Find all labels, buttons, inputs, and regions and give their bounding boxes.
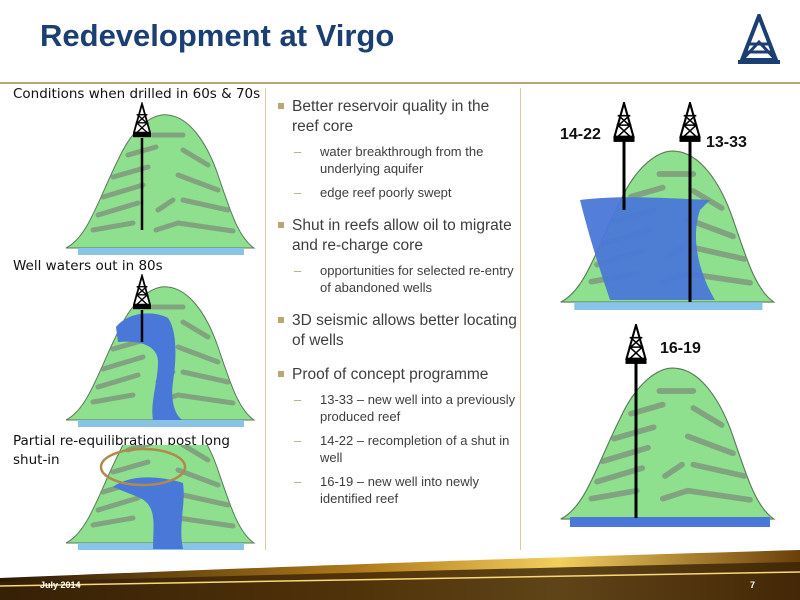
sub-bullet-water-breakthrough: water breakthrough from the underlying a… bbox=[276, 143, 520, 177]
slide-title: Redevelopment at Virgo bbox=[40, 18, 395, 53]
sub-bullet-16-19: 16-19 – new well into newly identified r… bbox=[276, 473, 520, 507]
reef-diagram-drilled bbox=[58, 102, 258, 255]
column-divider-left bbox=[265, 88, 266, 550]
bullet-list: Better reservoir quality in the reef cor… bbox=[276, 97, 520, 514]
caption-waters-out: Well waters out in 80s bbox=[13, 258, 163, 274]
sub-bullet-13-33: 13-33 – new well into a previously produ… bbox=[276, 391, 520, 425]
sub-bullet-14-22: 14-22 – recompletion of a shut in well bbox=[276, 432, 520, 466]
well-label-13-33: 13-33 bbox=[706, 134, 747, 151]
sub-bullet-edge-reef: edge reef poorly swept bbox=[276, 184, 520, 201]
well-label-16-19: 16-19 bbox=[660, 340, 701, 357]
column-divider-right bbox=[520, 88, 521, 550]
title-underline bbox=[0, 82, 800, 84]
sub-bullet-re-entry: opportunities for selected re-entry of a… bbox=[276, 262, 520, 296]
reef-diagram-waters-out bbox=[58, 274, 258, 427]
bullet-shut-in-reefs: Shut in reefs allow oil to migrate and r… bbox=[276, 216, 520, 256]
page-number: 7 bbox=[750, 580, 756, 590]
bullet-reservoir-quality: Better reservoir quality in the reef cor… bbox=[276, 97, 520, 137]
reef-diagram-well-16-19 bbox=[540, 324, 790, 527]
caption-drilled: Conditions when drilled in 60s & 70s bbox=[13, 86, 261, 102]
bullet-proof-of-concept: Proof of concept programme bbox=[276, 365, 520, 385]
footer-date: July 2014 bbox=[40, 580, 81, 590]
reef-diagram-wells-14-22-13-33 bbox=[540, 102, 790, 310]
reef-diagram-re-equilibration bbox=[58, 445, 258, 550]
well-label-14-22: 14-22 bbox=[560, 126, 601, 143]
footer-band bbox=[0, 550, 800, 600]
bullet-3d-seismic: 3D seismic allows better locating of wel… bbox=[276, 311, 520, 351]
company-logo bbox=[738, 14, 780, 64]
